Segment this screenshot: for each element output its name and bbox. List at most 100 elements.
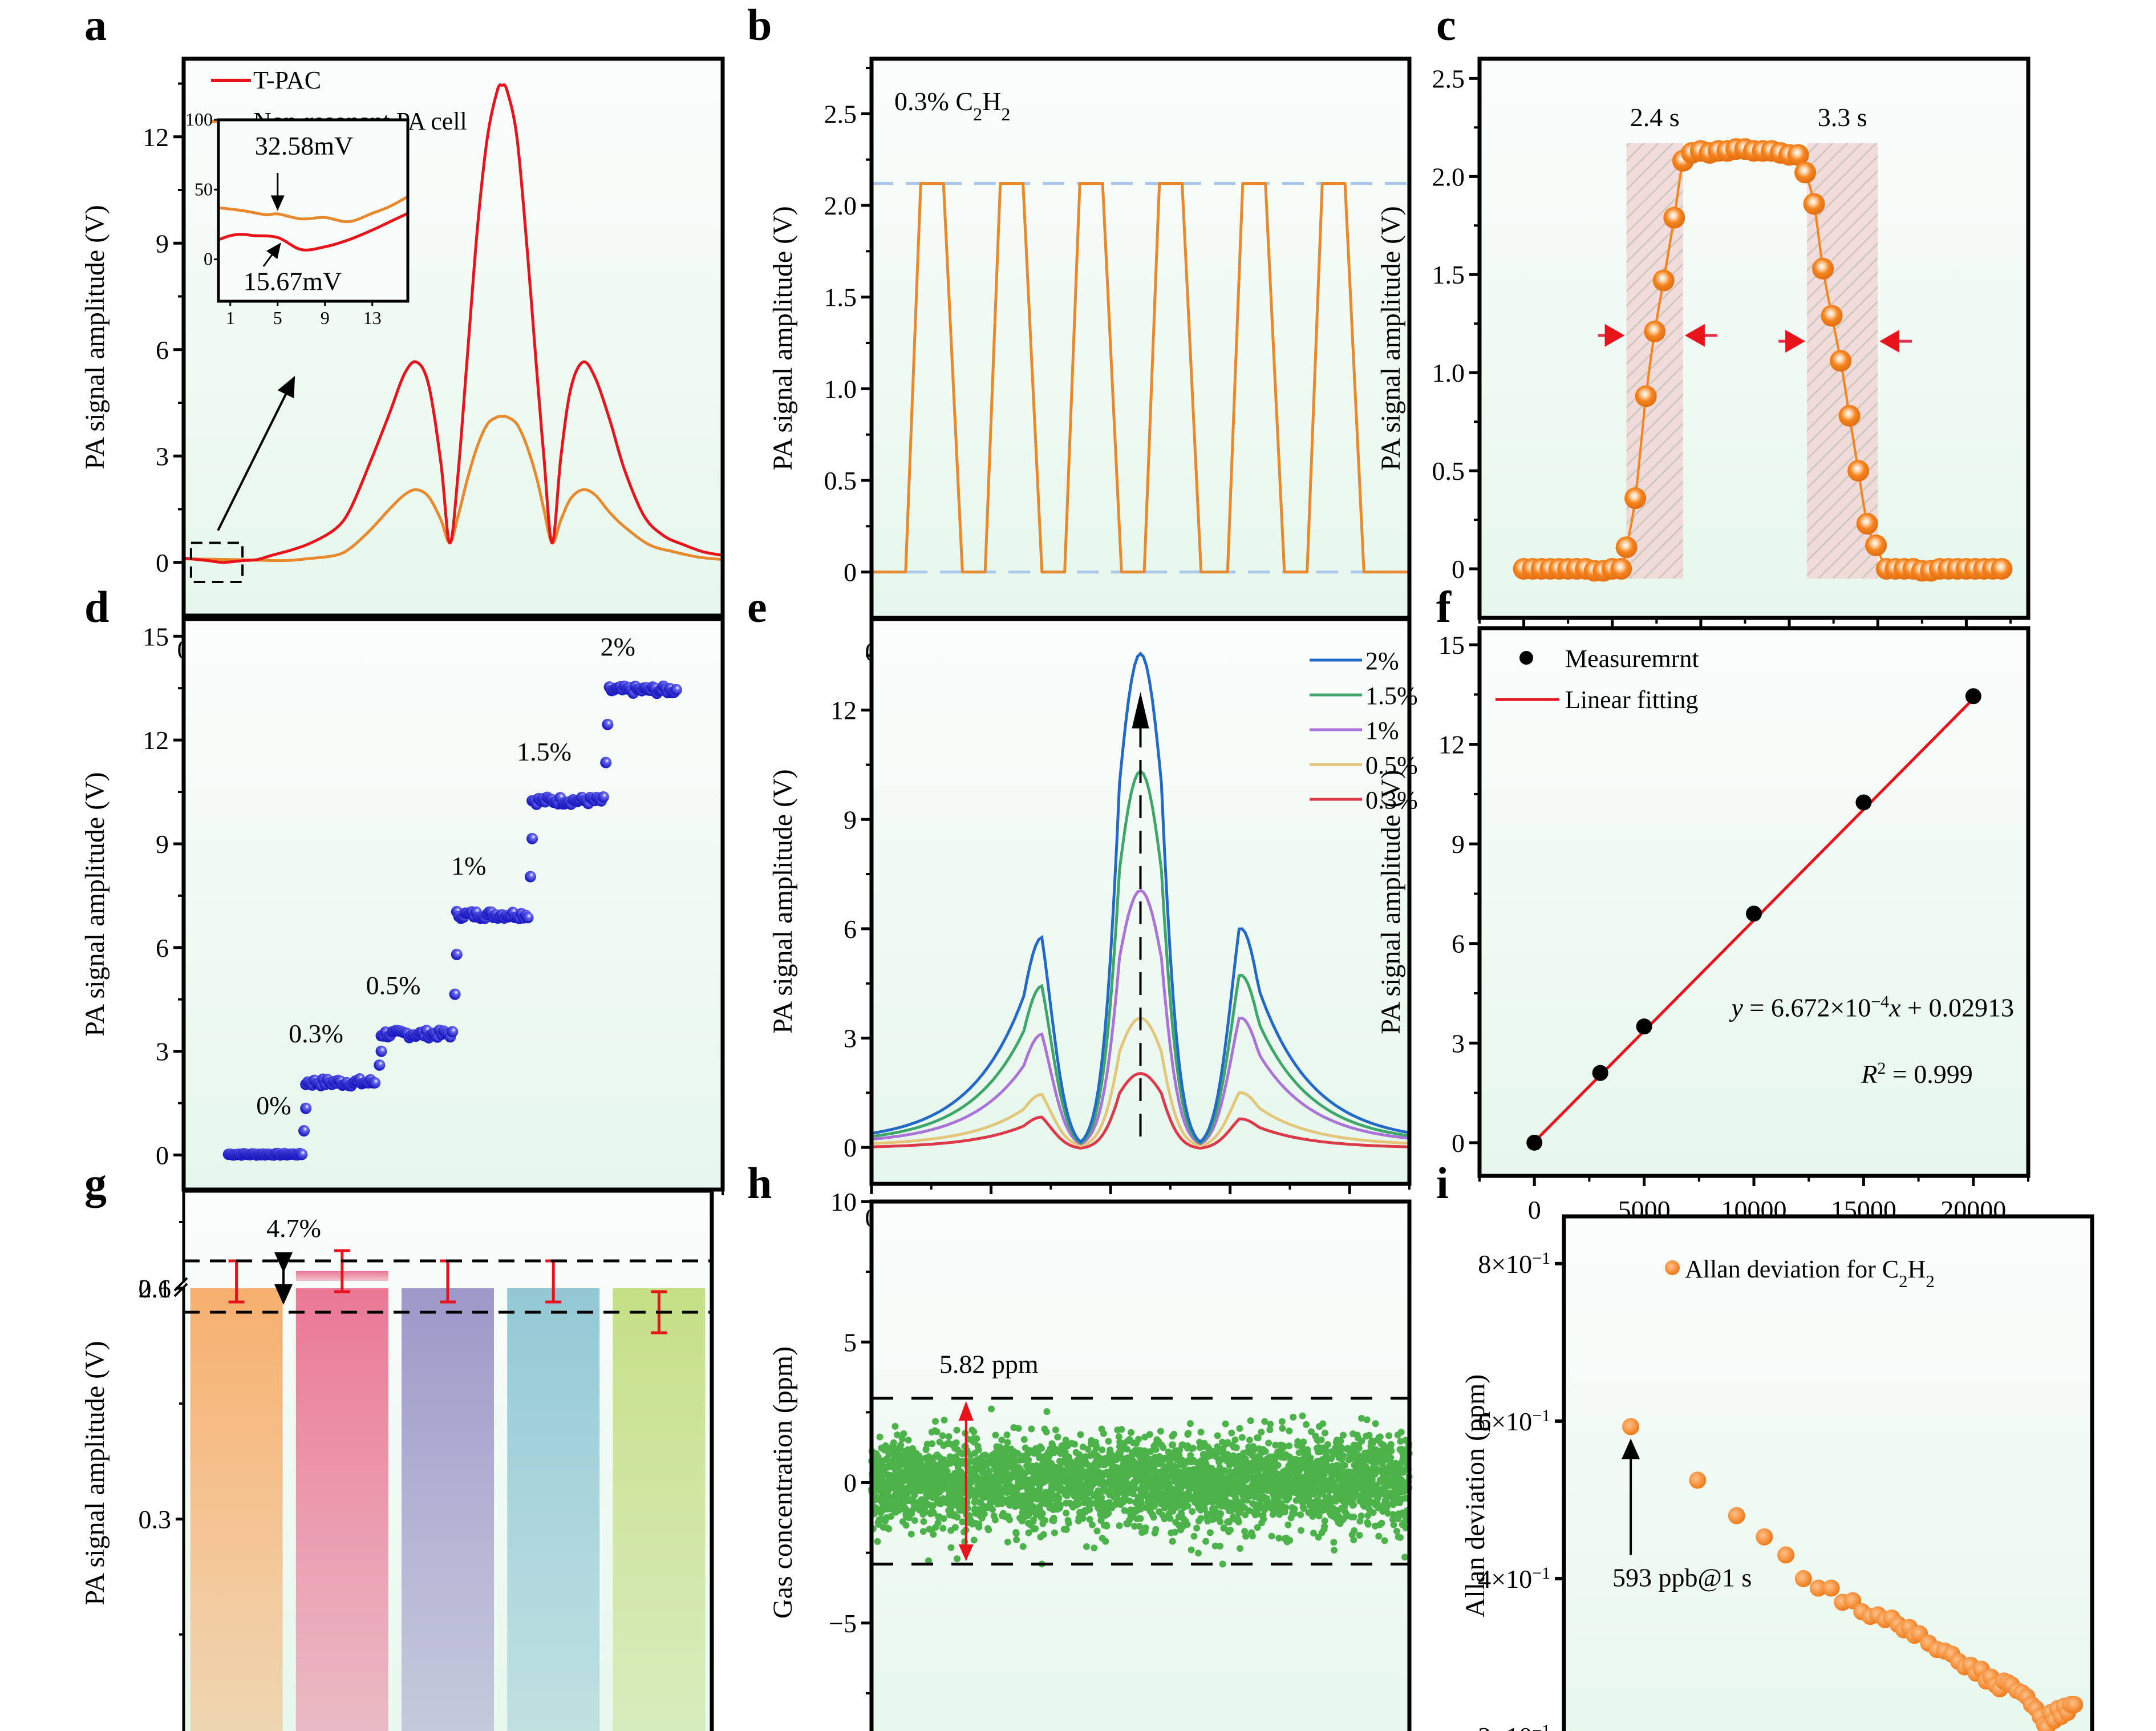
data-point [597, 791, 609, 803]
data-point [1019, 1543, 1027, 1550]
data-point [1079, 1515, 1087, 1522]
data-point [1830, 350, 1852, 372]
data-point [1689, 1471, 1707, 1489]
inset-series-line [218, 195, 409, 224]
data-point [885, 1525, 893, 1532]
data-point [929, 1440, 936, 1447]
inset-x-tick-label: 9 [321, 308, 330, 328]
inset-x-tick-label: 1 [226, 308, 235, 328]
data-point [1300, 1504, 1307, 1512]
data-point [1337, 1437, 1344, 1445]
data-point [932, 1418, 939, 1425]
data-point [1032, 1525, 1039, 1532]
y-tick-label: −5 [829, 1609, 857, 1638]
panel-e: ePA signal amplitude (V)Sample point2%1.… [747, 582, 1418, 1276]
data-point [1093, 1442, 1100, 1450]
y-tick-label: 10 [830, 1187, 857, 1216]
panel-a: aPA signal amplitude (V)Sample pointT-PA… [80, 0, 725, 707]
data-point [1197, 1429, 1205, 1436]
data-point [1324, 1441, 1331, 1448]
data-point [933, 1428, 941, 1435]
data-point [1056, 1503, 1064, 1510]
data-point [1278, 1418, 1286, 1425]
data-point [1127, 1429, 1134, 1436]
range-arrow-head-down [958, 1544, 974, 1562]
data-point [1254, 1434, 1262, 1442]
y-tick-label: 15 [1438, 630, 1465, 660]
transition-point [600, 757, 612, 769]
data-point [959, 1518, 966, 1526]
data-point [1099, 1446, 1106, 1454]
y-tick-label: 0 [156, 548, 169, 577]
data-point [1663, 207, 1685, 229]
data-point [953, 1426, 961, 1434]
data-point [1206, 1529, 1214, 1536]
data-point [670, 683, 682, 695]
data-point [1290, 1413, 1297, 1421]
data-point [1237, 1545, 1244, 1552]
data-point [939, 1432, 946, 1439]
concentration-annotation: 0.3% C2H2 [894, 87, 1010, 124]
data-point [1268, 1532, 1275, 1540]
data-point [1307, 1428, 1315, 1435]
data-point [1116, 1522, 1123, 1530]
y-tick-label: 12 [1438, 730, 1465, 759]
data-point [1136, 1523, 1143, 1530]
panel-letter-i: i [1436, 1158, 1449, 1208]
data-point [980, 1510, 988, 1518]
y-tick-label: 1.5 [1432, 260, 1465, 289]
zoom-arrow [217, 375, 295, 531]
y-axis-title: PA signal amplitude (V) [1376, 770, 1406, 1034]
data-point [1203, 1510, 1211, 1518]
data-point [1238, 1434, 1246, 1441]
data-point [951, 1524, 959, 1531]
data-point [1372, 1420, 1379, 1427]
measurement-point [1965, 688, 1981, 705]
data-point [919, 1528, 927, 1535]
data-point [1185, 1430, 1192, 1437]
data-point [1146, 1431, 1153, 1438]
bar-lower-segment [613, 1288, 706, 1731]
data-point [905, 1437, 912, 1444]
y-tick-label: 2.5 [1432, 64, 1465, 93]
data-point [1297, 1511, 1304, 1518]
step-label: 1% [451, 851, 486, 880]
inset-series-line [218, 212, 409, 252]
data-point [1217, 1518, 1224, 1526]
data-point [1323, 1448, 1330, 1455]
transition-point [374, 1059, 386, 1071]
data-point [1039, 1510, 1046, 1517]
inset-annotation-upper: 32.58mV [255, 131, 354, 160]
data-point [1389, 1511, 1397, 1518]
data-point [1321, 1523, 1328, 1530]
y-tick-label: 3 [156, 442, 169, 471]
plot-frame [869, 617, 1412, 1186]
data-point [1063, 1526, 1070, 1533]
data-point [1787, 144, 1809, 166]
legend-label: T-PAC [253, 66, 321, 94]
data-point [975, 1446, 982, 1454]
data-point [1241, 1504, 1248, 1511]
data-point [1284, 1521, 1292, 1528]
data-point [1355, 1445, 1363, 1452]
data-point [1340, 1452, 1347, 1459]
transition-point [526, 832, 538, 844]
data-point [1341, 1462, 1348, 1469]
data-point [930, 1510, 938, 1517]
measurement-point [1526, 1134, 1543, 1151]
data-point [1393, 1527, 1400, 1535]
data-point [1006, 1516, 1014, 1523]
inset-x-tick-label: 5 [273, 308, 282, 328]
legend-label: Measuremrnt [1565, 645, 1699, 673]
data-point [1242, 1532, 1250, 1540]
data-point [992, 1431, 999, 1439]
data-point [920, 1518, 927, 1525]
y-axis-title: PA signal amplitude (V) [768, 769, 798, 1034]
y-tick-label: 9 [844, 805, 857, 834]
y-tick-label: 9 [1452, 830, 1465, 859]
data-point [1219, 1560, 1226, 1568]
data-point [1310, 1530, 1317, 1537]
data-point [891, 1423, 899, 1430]
data-point [1086, 1506, 1093, 1513]
